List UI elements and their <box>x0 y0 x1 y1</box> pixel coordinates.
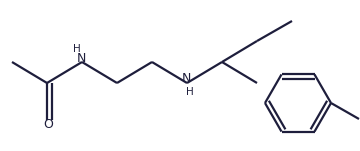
Text: H: H <box>186 87 194 97</box>
Text: H: H <box>73 44 81 54</box>
Text: N: N <box>181 72 191 85</box>
Text: O: O <box>43 119 53 132</box>
Text: N: N <box>76 53 86 66</box>
